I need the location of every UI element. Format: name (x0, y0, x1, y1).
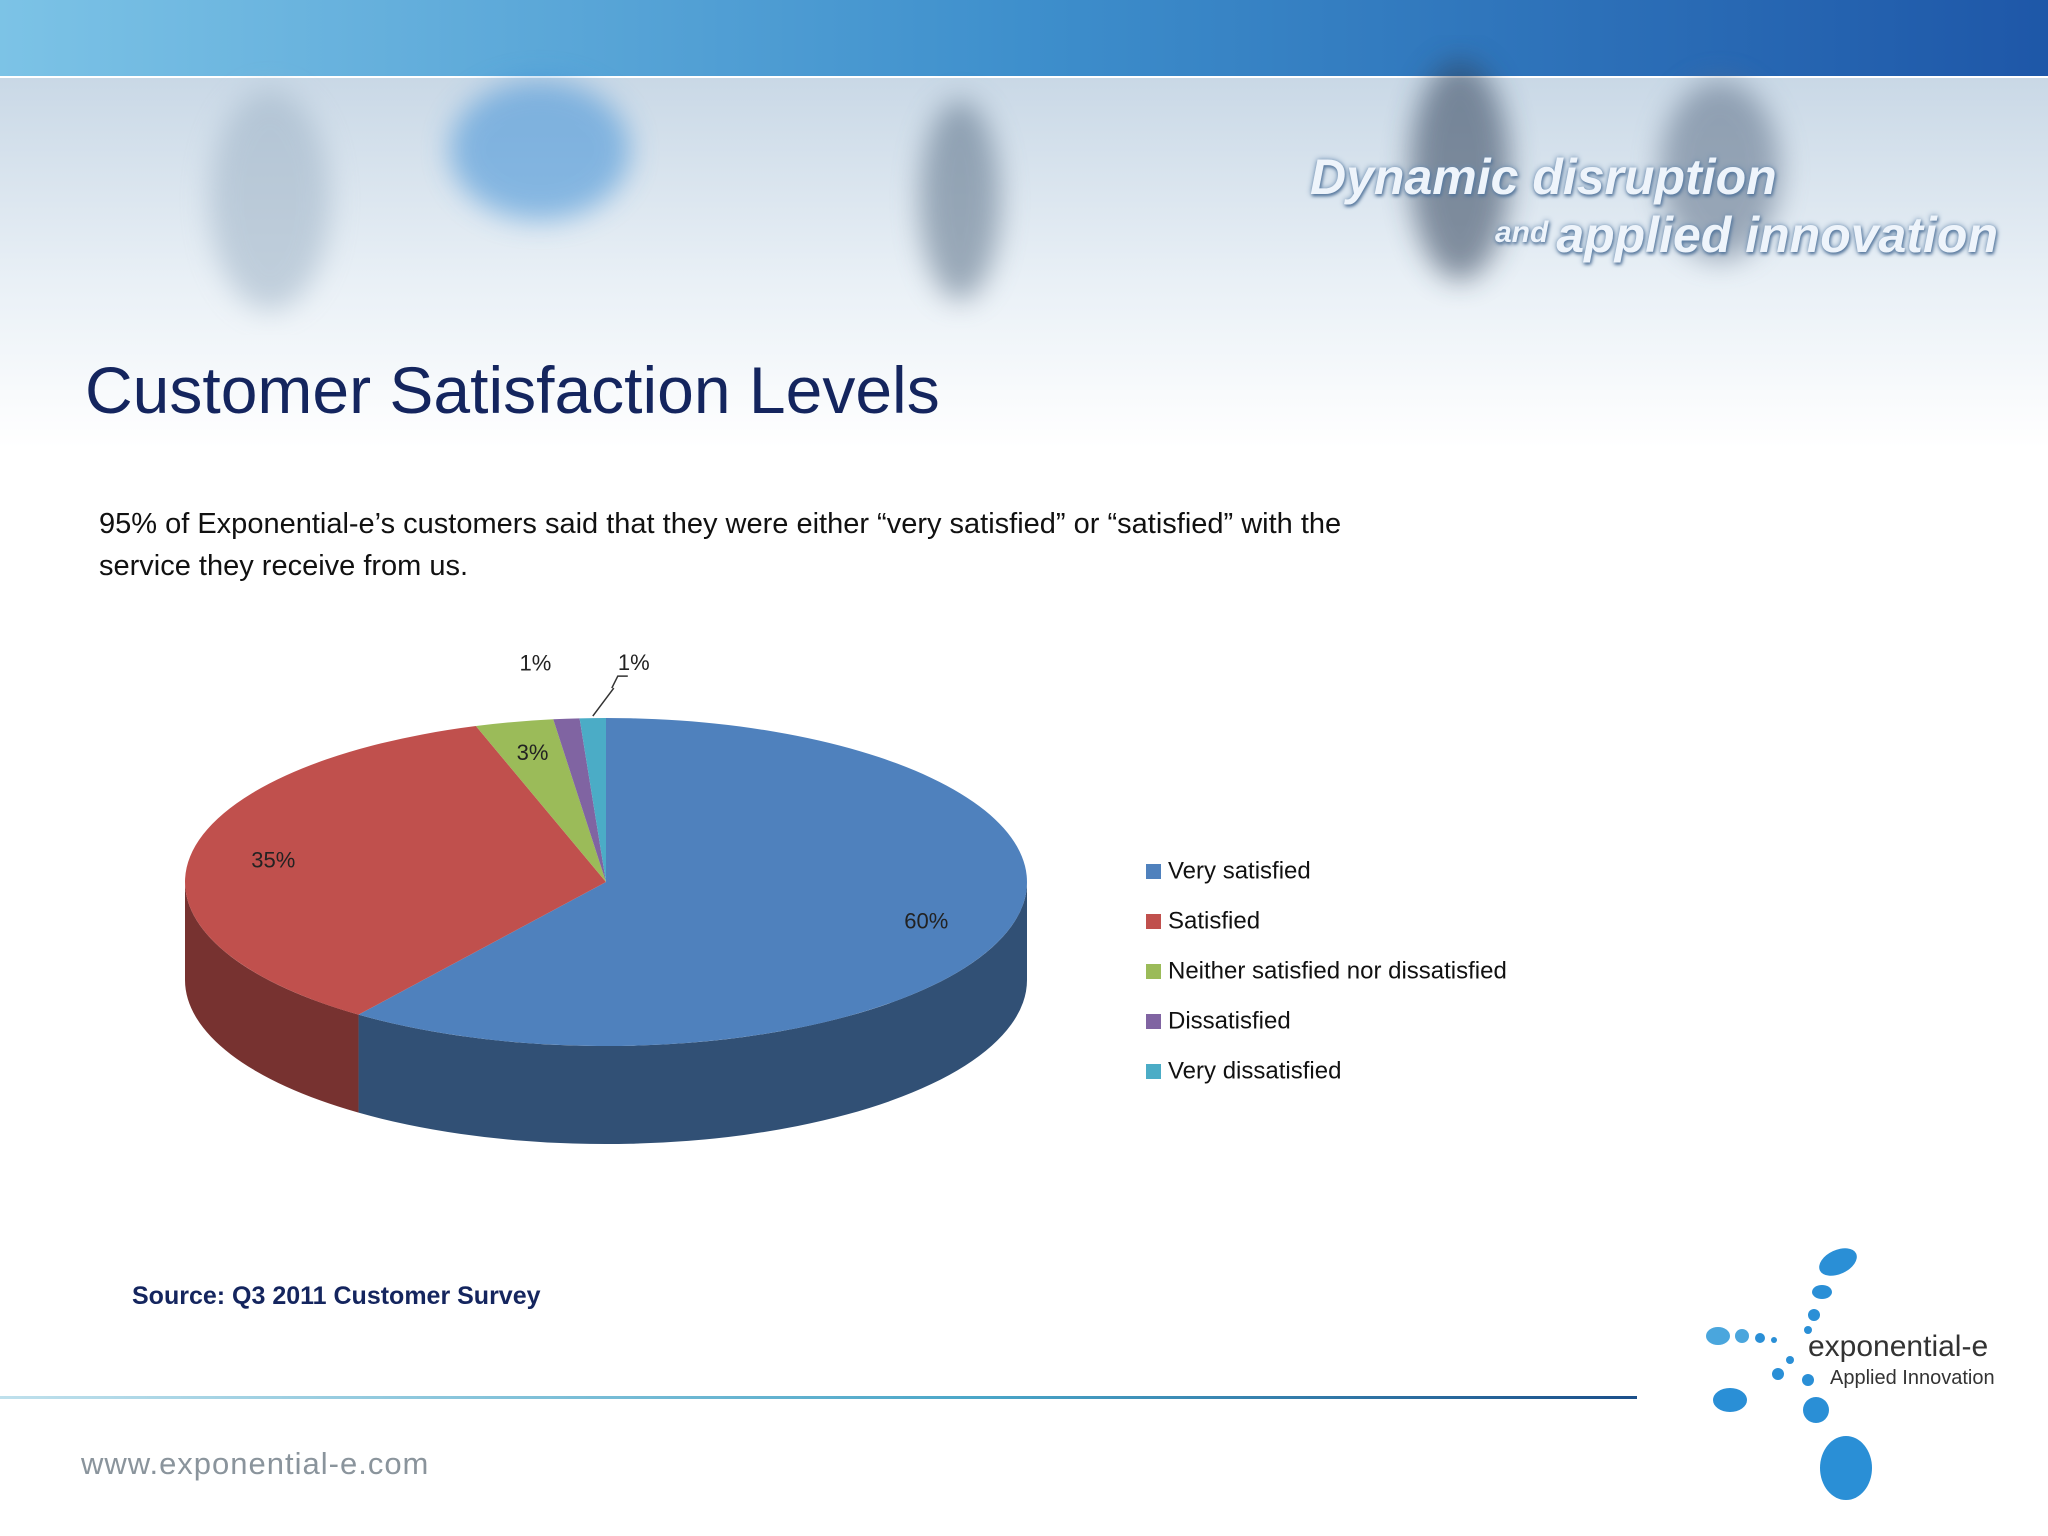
legend-label: Neither satisfied nor dissatisfied (1168, 957, 1507, 984)
legend-swatch (1146, 1064, 1161, 1079)
slice (475, 719, 606, 882)
slice-side (184, 882, 359, 1113)
slice-side (358, 882, 1027, 1145)
logo-tagline: Applied Innovation (1830, 1367, 1995, 1389)
logo-mark (1706, 1248, 1872, 1500)
footer-url: www.exponential-e.com (81, 1446, 430, 1481)
value-label: 60% (904, 908, 948, 933)
slice (358, 718, 1027, 1046)
top-bar (0, 0, 2048, 76)
legend-label: Very satisfied (1168, 857, 1311, 884)
value-label: 1% (520, 651, 552, 676)
subtitle: 95% of Exponential-e’s customers said th… (99, 508, 1342, 582)
legend-swatch (1146, 914, 1161, 929)
slice (185, 726, 606, 1015)
value-label: 3% (517, 740, 549, 765)
value-label: 1% (618, 650, 650, 675)
source-note: Source: Q3 2011 Customer Survey (132, 1282, 541, 1310)
tagline: applied innovation (1556, 207, 1998, 263)
photo-figures (210, 60, 1780, 310)
footer-rule (0, 1396, 1637, 1399)
tagline-and: and (1494, 216, 1549, 249)
slice (579, 718, 606, 882)
tagline: Dynamic disruption (1310, 149, 1777, 205)
leader-line (592, 675, 628, 717)
chart-title: Customer Satisfaction Levels (85, 353, 940, 427)
slice (553, 718, 606, 882)
tagline: and applied innovation (1495, 206, 1998, 264)
legend-label: Very dissatisfied (1168, 1057, 1341, 1084)
legend-label: Satisfied (1168, 907, 1260, 934)
legend-swatch (1146, 964, 1161, 979)
value-label: 35% (251, 847, 295, 872)
legend-swatch (1146, 864, 1161, 879)
legend-label: Dissatisfied (1168, 1007, 1291, 1034)
logo-name: exponential-e (1808, 1330, 1989, 1363)
legend-swatch (1146, 1014, 1161, 1029)
